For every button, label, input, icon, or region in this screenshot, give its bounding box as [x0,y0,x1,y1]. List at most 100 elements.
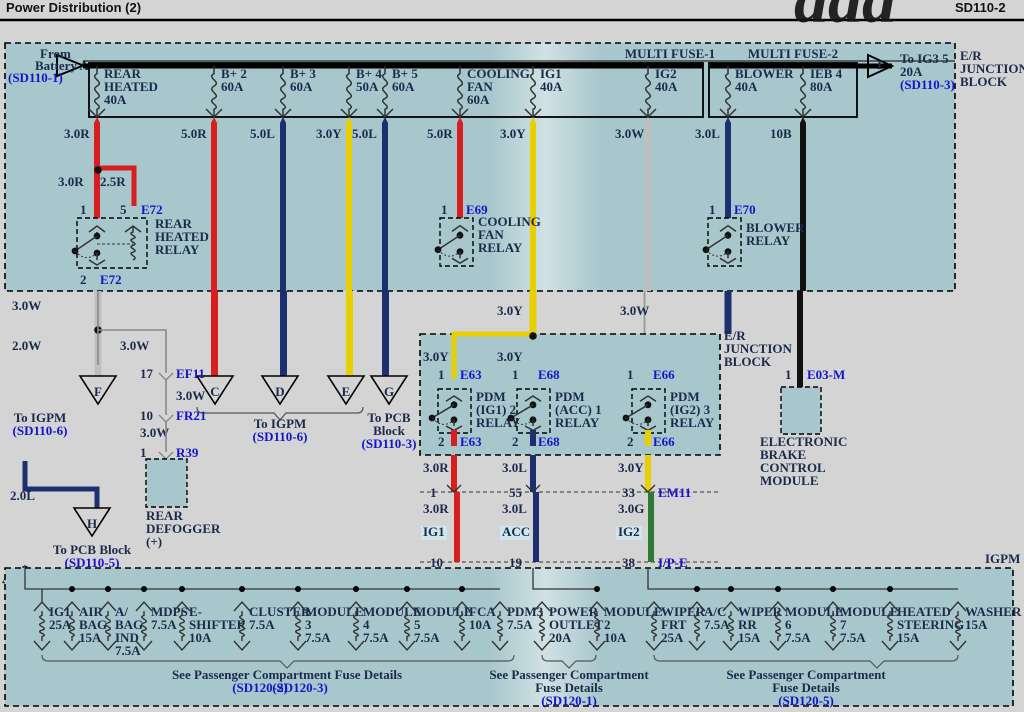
svg-text:3.0W: 3.0W [620,303,649,318]
svg-text:1: 1 [627,367,634,382]
svg-text:SD110-2: SD110-2 [955,0,1006,15]
svg-text:3.0R: 3.0R [423,460,449,475]
svg-text:MODULE: MODULE [414,604,473,619]
svg-text:15A: 15A [965,617,988,632]
svg-text:(SD110-5): (SD110-5) [65,555,120,570]
svg-text:2: 2 [627,434,634,449]
svg-text:(SD110-6): (SD110-6) [13,423,68,438]
svg-text:E70: E70 [734,202,756,217]
svg-text:aaa: aaa [794,0,896,37]
svg-text:10A: 10A [604,630,627,645]
svg-text:3.0W: 3.0W [615,126,644,141]
svg-text:E63: E63 [460,434,482,449]
svg-text:E68: E68 [538,434,560,449]
svg-text:3.0Y: 3.0Y [618,460,644,475]
svg-text:20A: 20A [549,630,572,645]
svg-text:7.5A: 7.5A [249,617,275,632]
svg-text:5.0L: 5.0L [250,126,275,141]
svg-text:E68: E68 [538,367,560,382]
svg-text:10A: 10A [469,617,492,632]
svg-text:(SD110-1): (SD110-1) [8,70,63,85]
svg-text:IGPM: IGPM [985,551,1020,566]
svg-text:E72: E72 [100,272,122,287]
svg-text:5: 5 [120,202,127,217]
svg-text:RELAY: RELAY [746,233,791,248]
svg-text:7.5A: 7.5A [507,617,533,632]
svg-text:3.0Y: 3.0Y [500,126,526,141]
svg-text:1: 1 [80,202,87,217]
svg-text:50A: 50A [356,79,379,94]
svg-text:25A: 25A [49,617,72,632]
svg-text:40A: 40A [735,79,758,94]
svg-text:5.0R: 5.0R [181,126,207,141]
svg-text:(+): (+) [146,534,162,549]
svg-text:3.0W: 3.0W [140,425,169,440]
svg-text:BLOCK: BLOCK [960,74,1008,89]
svg-text:2.0W: 2.0W [12,338,41,353]
svg-text:17: 17 [140,366,154,381]
svg-text:3.0W: 3.0W [12,298,41,313]
svg-text:(SD110-3): (SD110-3) [362,436,417,451]
svg-text:5.0L: 5.0L [352,126,377,141]
svg-text:R39: R39 [176,445,199,460]
svg-text:E63: E63 [460,367,482,382]
svg-text:IG2: IG2 [618,524,640,539]
svg-text:(SD120-3): (SD120-3) [272,680,328,695]
svg-text:H: H [87,516,97,531]
svg-text:2: 2 [80,272,87,287]
svg-text:RELAY: RELAY [670,415,715,430]
svg-text:10B: 10B [770,126,792,141]
svg-text:3.0Y: 3.0Y [497,349,523,364]
svg-text:D: D [275,384,284,399]
svg-text:60A: 60A [392,79,415,94]
svg-text:(SD110-6): (SD110-6) [253,429,308,444]
svg-text:C: C [210,384,219,399]
svg-text:3.0L: 3.0L [502,460,527,475]
svg-text:1: 1 [430,485,437,500]
svg-text:5.0R: 5.0R [427,126,453,141]
svg-text:7.5A: 7.5A [115,643,141,658]
svg-text:MODULE: MODULE [785,604,844,619]
svg-text:1: 1 [785,367,792,382]
svg-text:33: 33 [622,485,636,500]
svg-text:7.5A: 7.5A [785,630,811,645]
svg-text:FR21: FR21 [176,408,206,423]
svg-text:BLOCK: BLOCK [724,354,772,369]
svg-text:2: 2 [438,434,445,449]
svg-text:3.0L: 3.0L [502,501,527,516]
svg-text:I/P-E: I/P-E [658,555,688,570]
svg-text:3.0Y: 3.0Y [316,126,342,141]
svg-text:ACC: ACC [502,524,530,539]
svg-text:7.5A: 7.5A [151,617,177,632]
svg-text:3.0R: 3.0R [423,501,449,516]
svg-text:RELAY: RELAY [555,415,600,430]
svg-text:MULTI FUSE-2: MULTI FUSE-2 [748,46,838,61]
svg-text:E72: E72 [141,202,163,217]
svg-text:40A: 40A [540,79,563,94]
svg-text:EM11: EM11 [658,485,691,500]
svg-text:RELAY: RELAY [478,240,523,255]
svg-text:10: 10 [140,408,153,423]
svg-text:E66: E66 [653,434,675,449]
svg-text:15A: 15A [738,630,761,645]
svg-text:80A: 80A [810,79,833,94]
svg-text:7.5A: 7.5A [414,630,440,645]
svg-text:3.0W: 3.0W [176,388,205,403]
svg-text:1: 1 [512,367,519,382]
svg-text:EF11: EF11 [176,366,205,381]
svg-text:40A: 40A [655,79,678,94]
svg-text:2: 2 [512,434,519,449]
svg-text:40A: 40A [104,92,127,107]
svg-text:60A: 60A [290,79,313,94]
svg-text:10A: 10A [189,630,212,645]
svg-text:E: E [342,384,351,399]
svg-text:3.0Y: 3.0Y [423,349,449,364]
svg-text:3.0L: 3.0L [695,126,720,141]
svg-text:Power Distribution (2): Power Distribution (2) [6,0,141,15]
svg-text:IG1: IG1 [423,524,445,539]
svg-text:7.5A: 7.5A [363,630,389,645]
svg-text:55: 55 [509,485,523,500]
svg-text:MODULE: MODULE [760,473,819,488]
svg-text:G: G [384,384,394,399]
svg-text:2.5R: 2.5R [100,174,126,189]
